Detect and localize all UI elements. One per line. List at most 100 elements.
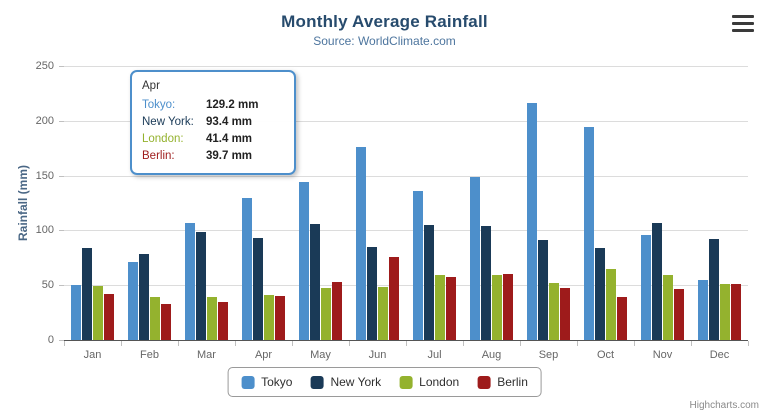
bar-berlin-may[interactable] [332, 282, 342, 340]
bar-london-sep[interactable] [549, 282, 559, 340]
bar-berlin-jun[interactable] [389, 257, 399, 340]
chart-title: Monthly Average Rainfall [281, 12, 488, 31]
bar-tokyo-nov[interactable] [641, 235, 651, 340]
tooltip-header: Apr [142, 80, 160, 92]
legend-label: New York [330, 375, 382, 389]
bar-london-oct[interactable] [606, 268, 616, 340]
x-axis-tick [520, 341, 521, 346]
bar-london-jan[interactable] [93, 286, 103, 340]
bar-new-york-mar[interactable] [196, 232, 206, 340]
x-axis-label: Apr [254, 349, 273, 361]
legend-swatch [241, 375, 255, 389]
bar-berlin-apr[interactable] [275, 296, 285, 340]
bar-tokyo-feb[interactable] [128, 261, 138, 340]
bar-berlin-aug[interactable] [503, 273, 513, 340]
x-axis-tick [292, 341, 293, 346]
x-axis-line [64, 340, 748, 341]
gridline [64, 120, 748, 122]
legend-item-new-york[interactable]: New York [310, 375, 381, 389]
credits-link[interactable]: Highcharts.com [689, 400, 759, 411]
bar-tokyo-jan[interactable] [71, 285, 81, 340]
bar-new-york-jul[interactable] [424, 224, 434, 340]
x-axis-tick [748, 341, 749, 346]
bar-new-york-aug[interactable] [481, 225, 491, 340]
bar-london-mar[interactable] [207, 296, 217, 340]
legend: Tokyo New York London Berlin [227, 367, 542, 397]
bar-new-york-oct[interactable] [595, 248, 605, 340]
bar-berlin-nov[interactable] [674, 288, 684, 340]
bar-new-york-feb[interactable] [139, 253, 149, 340]
y-axis-tick [59, 66, 64, 67]
legend-label: Tokyo [261, 375, 293, 389]
x-axis-label: Jan [83, 349, 102, 361]
bar-berlin-oct[interactable] [617, 297, 627, 340]
legend-item-london[interactable]: London [399, 375, 459, 389]
tooltip-series-value: 41.4 mm [206, 133, 253, 145]
bar-new-york-apr[interactable] [253, 237, 263, 340]
x-axis-label: May [310, 349, 331, 361]
bar-berlin-sep[interactable] [560, 287, 570, 340]
bar-london-dec[interactable] [720, 283, 730, 340]
bar-berlin-jul[interactable] [446, 277, 456, 340]
bar-new-york-sep[interactable] [538, 240, 548, 340]
bar-new-york-may[interactable] [310, 223, 320, 340]
bar-london-nov[interactable] [663, 275, 673, 340]
legend-label: London [419, 375, 460, 389]
x-axis-label: Oct [596, 349, 615, 361]
gridline [64, 175, 748, 177]
tooltip-row: London: 41.4 mm [142, 133, 284, 145]
y-axis-tick [59, 120, 64, 122]
chart-subtitle: Source: WorldClimate.com [313, 34, 456, 48]
bar-berlin-feb[interactable] [161, 303, 171, 340]
bar-london-may[interactable] [321, 288, 331, 340]
y-axis-label: 100 [35, 224, 54, 237]
hamburger-line [732, 15, 754, 18]
y-axis-tick [59, 175, 64, 177]
bar-tokyo-apr[interactable] [242, 198, 252, 340]
bar-berlin-mar[interactable] [218, 302, 228, 340]
x-axis-tick [463, 341, 464, 346]
bar-new-york-jun[interactable] [367, 247, 377, 340]
bar-london-feb[interactable] [150, 297, 160, 340]
y-axis-label: 250 [35, 60, 54, 72]
bar-london-apr[interactable] [264, 294, 274, 340]
bar-new-york-nov[interactable] [652, 223, 662, 340]
y-axis-tick [59, 340, 64, 341]
x-axis-tick [64, 341, 65, 346]
tooltip-series-value: 93.4 mm [206, 116, 253, 128]
bar-berlin-dec[interactable] [731, 283, 741, 340]
y-axis-title: Rainfall (mm) [16, 165, 30, 242]
hamburger-line [732, 22, 754, 25]
bar-tokyo-may[interactable] [299, 182, 309, 340]
legend-swatch [310, 375, 324, 389]
y-axis-tick [59, 285, 64, 287]
tooltip-series-label: New York: [142, 116, 194, 128]
bar-tokyo-sep[interactable] [527, 102, 537, 340]
x-axis-label: Jun [368, 349, 387, 361]
gridline [64, 285, 748, 287]
x-axis-label: Mar [197, 349, 216, 361]
x-axis-tick [235, 341, 236, 346]
bar-tokyo-jul[interactable] [413, 191, 423, 340]
bar-tokyo-aug[interactable] [470, 177, 480, 340]
bar-london-aug[interactable] [492, 274, 502, 340]
y-axis-tick [59, 230, 64, 232]
bar-london-jun[interactable] [378, 287, 388, 340]
bar-tokyo-oct[interactable] [584, 127, 594, 340]
bar-tokyo-jun[interactable] [356, 147, 366, 340]
legend-item-tokyo[interactable]: Tokyo [241, 375, 292, 389]
x-axis-tick [178, 341, 179, 346]
bar-tokyo-mar[interactable] [185, 223, 195, 340]
gridline [64, 230, 748, 232]
x-axis-tick [406, 341, 407, 346]
bar-new-york-jan[interactable] [82, 248, 92, 340]
x-axis-tick [577, 341, 578, 346]
x-axis-label: Jul [427, 349, 442, 361]
bar-tokyo-dec[interactable] [698, 280, 708, 340]
legend-item-berlin[interactable]: Berlin [477, 375, 528, 389]
bar-new-york-dec[interactable] [709, 238, 719, 340]
bar-berlin-jan[interactable] [104, 293, 114, 340]
hamburger-icon[interactable] [732, 15, 754, 32]
bar-london-jul[interactable] [435, 275, 445, 340]
tooltip-series-value: 39.7 mm [206, 150, 253, 162]
